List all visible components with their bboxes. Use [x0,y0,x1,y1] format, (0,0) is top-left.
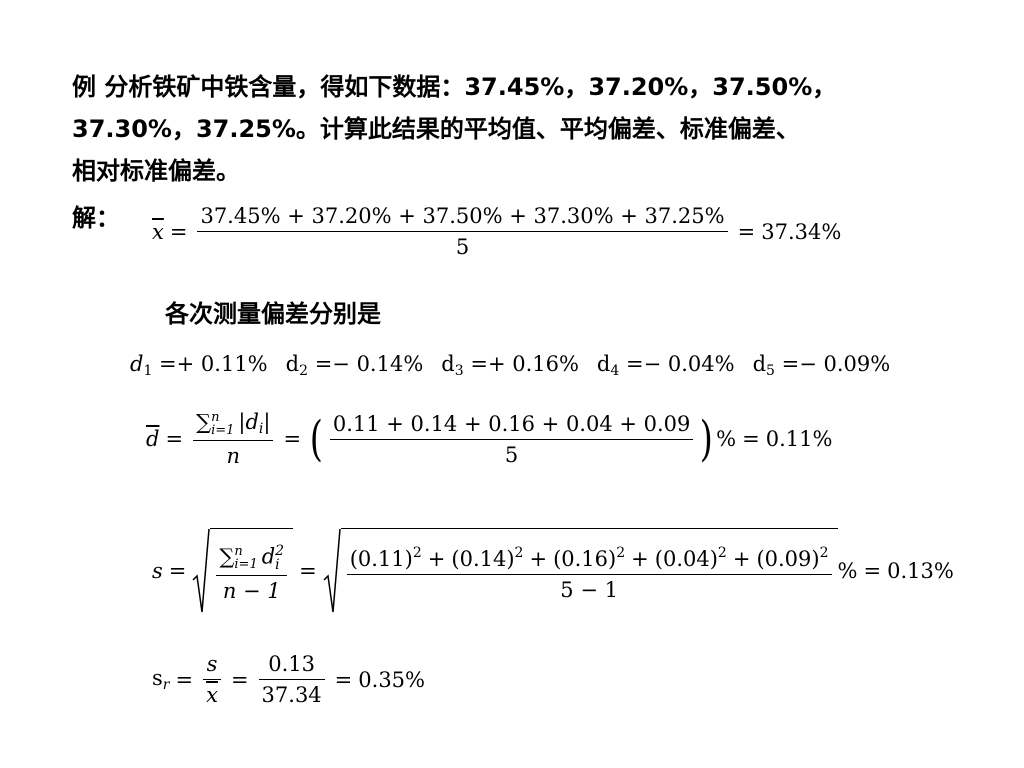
percent-sign: % [837,559,858,583]
sq-term-sup: 2 [275,543,285,559]
percent-sign: % [716,427,737,451]
problem-line-1: 例 分析铁矿中铁含量，得如下数据：37.45%，37.20%，37.50%， [72,73,837,101]
solution-label: 解： [72,204,120,232]
rel-num-1: s [206,652,218,676]
std-dev-symbol: s [152,559,163,583]
mean-equation: x = 37.45% + 37.20% + 37.50% + 37.30% + … [152,204,842,259]
problem-statement: 例 分析铁矿中铁含量，得如下数据：37.45%，37.20%，37.50%， 3… [72,66,972,192]
mean-denominator: 5 [455,235,470,259]
deviation-3: d3 =+ 0.16% [441,352,579,379]
inner-denominator: 5 [504,442,519,467]
deviation-2: d2 =− 0.14% [285,352,424,379]
rel-den-1: x [206,683,218,707]
mean-deviation-result: 0.11% [765,427,833,451]
rel-std-dev-symbol: sr [152,666,170,693]
rel-std-dev-fraction-1: s x [203,652,221,707]
problem-line-3: 相对标准偏差。 [72,157,240,185]
mean-deviation-inner-fraction: 0.11 + 0.14 + 0.16 + 0.04 + 0.09 5 [329,411,694,467]
abs-term-sub: i [258,421,264,437]
squared-values: (0.11)2 + (0.14)2 + (0.16)2 + (0.04)2 + (0.09)2 [349,545,829,571]
abs-term-close: | [263,410,271,434]
sum-upper-limit: n [234,544,243,559]
sq-term-sub: i [275,557,280,573]
problem-line-2: 37.30%，37.25%。计算此结果的平均值、平均偏差、标准偏差、 [72,115,800,143]
sum-lower-limit: i=1 [211,422,235,438]
mean-deviation-fraction: ∑ n i=1 |di| n [193,409,274,468]
mean-numerator: 37.45% + 37.20% + 37.50% + 37.30% + 37.2… [200,204,725,228]
squared-value-1: (0.11)2 [349,545,422,571]
deviation-heading: 各次测量偏差分别是 [165,300,381,328]
sum-lower-limit: i=1 [234,557,258,572]
mean-fraction: 37.45% + 37.20% + 37.50% + 37.30% + 37.2… [197,204,728,259]
mean-result: 37.34% [761,219,842,244]
deviations-row: d1 =+ 0.11% d2 =− 0.14% d3 =+ 0.16% d4 =− 0… [130,352,908,379]
squared-value-3: (0.16)2 [553,545,626,571]
std-dev-denominator: n − 1 [222,579,281,603]
sum-upper-limit: n [211,409,220,425]
mean-deviation-equation: d = ∑ n i=1 |di| n = ( 0.11 + 0.14 + 0.1… [146,409,833,468]
rel-std-dev-fraction-2: 0.13 37.34 [258,652,325,707]
mean-deviation-denominator: n [226,444,241,468]
mean-symbol: x [152,219,164,244]
squared-value-4: (0.04)2 [654,545,727,571]
std-dev-result: 0.13% [887,559,954,583]
deviation-5: d5 =− 0.09% [752,352,891,379]
squared-value-5: (0.09)2 [756,545,829,571]
std-dev-radical-2: (0.11)2 + (0.14)2 + (0.16)2 + (0.04)2 + (0.09)2 … [323,528,838,614]
deviation-1: d1 =+ 0.11% [130,352,268,379]
deviation-4: d4 =− 0.04% [596,352,735,379]
mean-deviation-symbol: d [146,427,160,451]
abs-term: |d [238,410,259,434]
rel-den-2: 37.34 [261,683,322,707]
sq-term: d [261,544,276,569]
rel-std-dev-result: 0.35% [358,667,425,692]
std-dev-inner-denominator: 5 − 1 [560,578,618,602]
rel-std-dev-equation: sr = s x = 0.13 37.34 = 0.35% [152,652,425,707]
rel-num-2: 0.13 [268,652,315,676]
squared-value-2: (0.14)2 [451,545,524,571]
inner-numerator: 0.11 + 0.14 + 0.16 + 0.04 + 0.09 [332,411,691,436]
